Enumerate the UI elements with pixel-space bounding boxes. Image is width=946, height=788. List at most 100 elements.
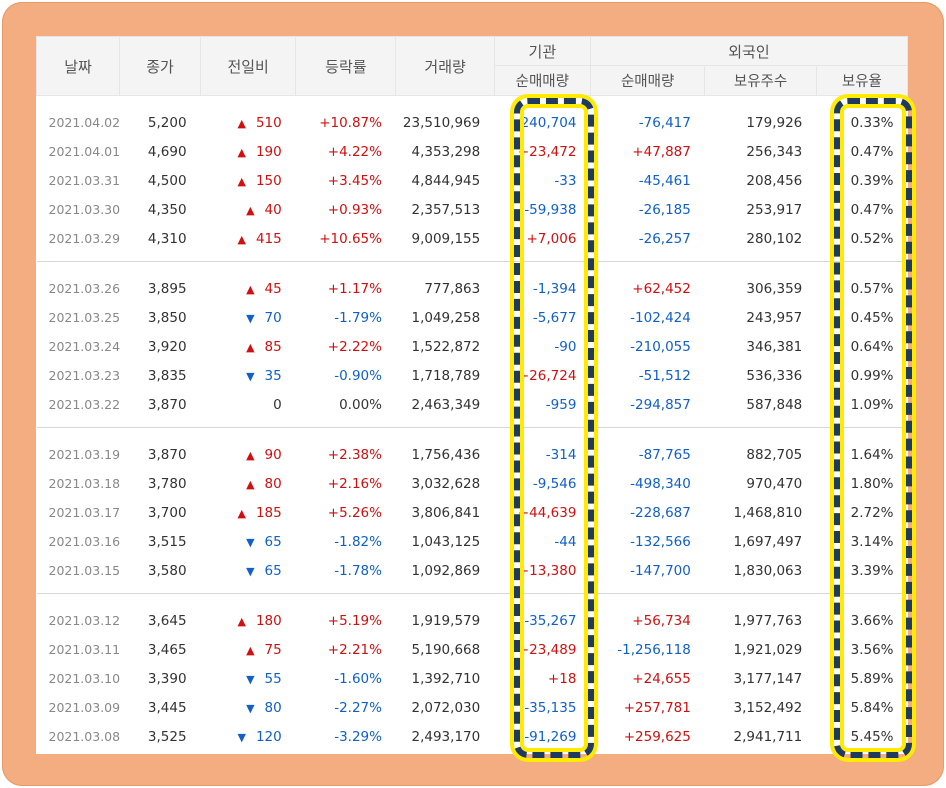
cell-holdings: 253,917 xyxy=(746,201,803,218)
cell-rate: +4.22% xyxy=(327,143,382,160)
change-value: 45 xyxy=(264,280,282,297)
header-ratio: 보유율 xyxy=(815,65,909,96)
group-gap xyxy=(37,595,908,606)
cell-close: 3,780 xyxy=(147,475,187,492)
cell-close: 3,870 xyxy=(147,396,187,413)
cell-inst-net: +18 xyxy=(547,670,577,687)
cell-inst-net: -959 xyxy=(545,396,577,413)
cell-volume: 3,806,841 xyxy=(411,504,481,521)
cell-close: 3,525 xyxy=(147,728,187,745)
cell-volume: 9,009,155 xyxy=(411,230,481,247)
cell-inst-net: +26,724 xyxy=(517,367,577,384)
change-value: 85 xyxy=(264,338,282,355)
cell-volume: 2,463,349 xyxy=(411,396,481,413)
triangle-up-icon: ▲ xyxy=(237,174,246,188)
table-row: 2021.03.15 3,580 ▼ 65 -1.78% 1,092,869 +13,380… xyxy=(37,556,908,585)
triangle-down-icon: ▼ xyxy=(237,730,246,744)
cell-ratio: 1.80% xyxy=(850,475,894,492)
header-date: 날짜 xyxy=(35,36,121,96)
cell-change: ▲ 185 xyxy=(201,498,296,527)
change-value: 65 xyxy=(264,562,282,579)
cell-volume: 1,919,579 xyxy=(411,612,481,629)
triangle-up-icon: ▲ xyxy=(237,116,246,130)
cell-inst-net: +44,639 xyxy=(517,504,577,521)
cell-rate: +2.16% xyxy=(327,475,382,492)
cell-date: 2021.03.16 xyxy=(48,534,121,549)
cell-foreign-net: -45,461 xyxy=(638,172,691,189)
cell-ratio: 5.45% xyxy=(850,728,894,745)
cell-date: 2021.03.29 xyxy=(48,231,121,246)
cell-volume: 777,863 xyxy=(424,280,481,297)
change-value: 80 xyxy=(264,699,282,716)
cell-volume: 1,522,872 xyxy=(411,338,481,355)
cell-close: 4,500 xyxy=(147,172,187,189)
cell-close: 4,350 xyxy=(147,201,187,218)
cell-volume: 1,092,869 xyxy=(411,562,481,579)
cell-rate: +2.22% xyxy=(327,338,382,355)
cell-holdings: 587,848 xyxy=(746,396,803,413)
triangle-up-icon: ▲ xyxy=(246,282,255,296)
separator-cell xyxy=(36,427,908,429)
table-body: 2021.04.02 5,200 ▲ 510 +10.87% 23,510,969 -240… xyxy=(36,96,908,752)
cell-foreign-net: +47,887 xyxy=(632,143,691,160)
cell-foreign-net: +56,734 xyxy=(632,612,691,629)
gap-cell xyxy=(37,429,908,440)
cell-date: 2021.03.18 xyxy=(48,476,121,491)
header-rate: 등락률 xyxy=(295,36,397,96)
cell-rate: +1.17% xyxy=(327,280,382,297)
cell-change: ▲ 45 xyxy=(201,274,296,303)
triangle-down-icon: ▼ xyxy=(246,535,255,549)
cell-foreign-net: +24,655 xyxy=(632,670,691,687)
cell-date: 2021.03.11 xyxy=(48,642,121,657)
cell-ratio: 0.99% xyxy=(850,367,894,384)
cell-change: ▲ 415 xyxy=(201,224,296,253)
cell-foreign-net: -51,512 xyxy=(638,367,691,384)
cell-ratio: 3.39% xyxy=(850,562,894,579)
cell-ratio: 1.64% xyxy=(850,446,894,463)
cell-ratio: 0.33% xyxy=(850,114,894,131)
cell-close: 3,465 xyxy=(147,641,187,658)
group-gap xyxy=(37,96,908,109)
cell-change: ▲ 510 xyxy=(201,108,296,137)
cell-close: 3,835 xyxy=(147,367,187,384)
table-row: 2021.03.29 4,310 ▲ 415 +10.65% 9,009,155 +7,00… xyxy=(37,224,908,253)
cell-close: 3,870 xyxy=(147,446,187,463)
header-inst-net: 순매매량 xyxy=(493,65,591,96)
cell-change: ▼ 120 xyxy=(201,722,296,751)
gap-cell xyxy=(37,595,908,606)
gap-cell xyxy=(37,263,908,274)
cell-inst-net: -90 xyxy=(554,338,577,355)
table-row: 2021.03.22 3,870 0 0.00% 2,463,349 -959 -294,8… xyxy=(37,390,908,419)
cell-foreign-net: -498,340 xyxy=(630,475,691,492)
cell-change: ▲ 40 xyxy=(201,195,296,224)
cell-close: 5,200 xyxy=(147,114,187,131)
cell-rate: +3.45% xyxy=(327,172,382,189)
cell-change: ▲ 85 xyxy=(201,332,296,361)
cell-date: 2021.03.30 xyxy=(48,202,121,217)
cell-ratio: 0.52% xyxy=(850,230,894,247)
group-gap xyxy=(37,429,908,440)
cell-date: 2021.03.10 xyxy=(48,671,121,686)
change-value: 55 xyxy=(264,670,282,687)
cell-inst-net: -59,938 xyxy=(524,201,577,218)
change-value: 185 xyxy=(255,504,282,521)
cell-close: 3,920 xyxy=(147,338,187,355)
ratio-highlight-box xyxy=(834,98,912,758)
cell-ratio: 0.45% xyxy=(850,309,894,326)
triangle-up-icon: ▲ xyxy=(246,340,255,354)
cell-rate: -1.60% xyxy=(334,670,382,687)
cell-foreign-net: -294,857 xyxy=(630,396,691,413)
cell-volume: 1,756,436 xyxy=(411,446,481,463)
cell-volume: 1,043,125 xyxy=(411,533,481,550)
triangle-down-icon: ▼ xyxy=(246,311,255,325)
cell-date: 2021.03.24 xyxy=(48,339,121,354)
cell-holdings: 536,336 xyxy=(746,367,803,384)
table-row: 2021.03.26 3,895 ▲ 45 +1.17% 777,863 -1,394 +62… xyxy=(37,274,908,303)
cell-change: ▼ 65 xyxy=(201,527,296,556)
change-value: 40 xyxy=(264,201,282,218)
cell-change: ▲ 150 xyxy=(201,166,296,195)
group-gap xyxy=(37,585,908,594)
cell-close: 3,445 xyxy=(147,699,187,716)
cell-date: 2021.03.17 xyxy=(48,505,121,520)
cell-change: ▼ 70 xyxy=(201,303,296,332)
